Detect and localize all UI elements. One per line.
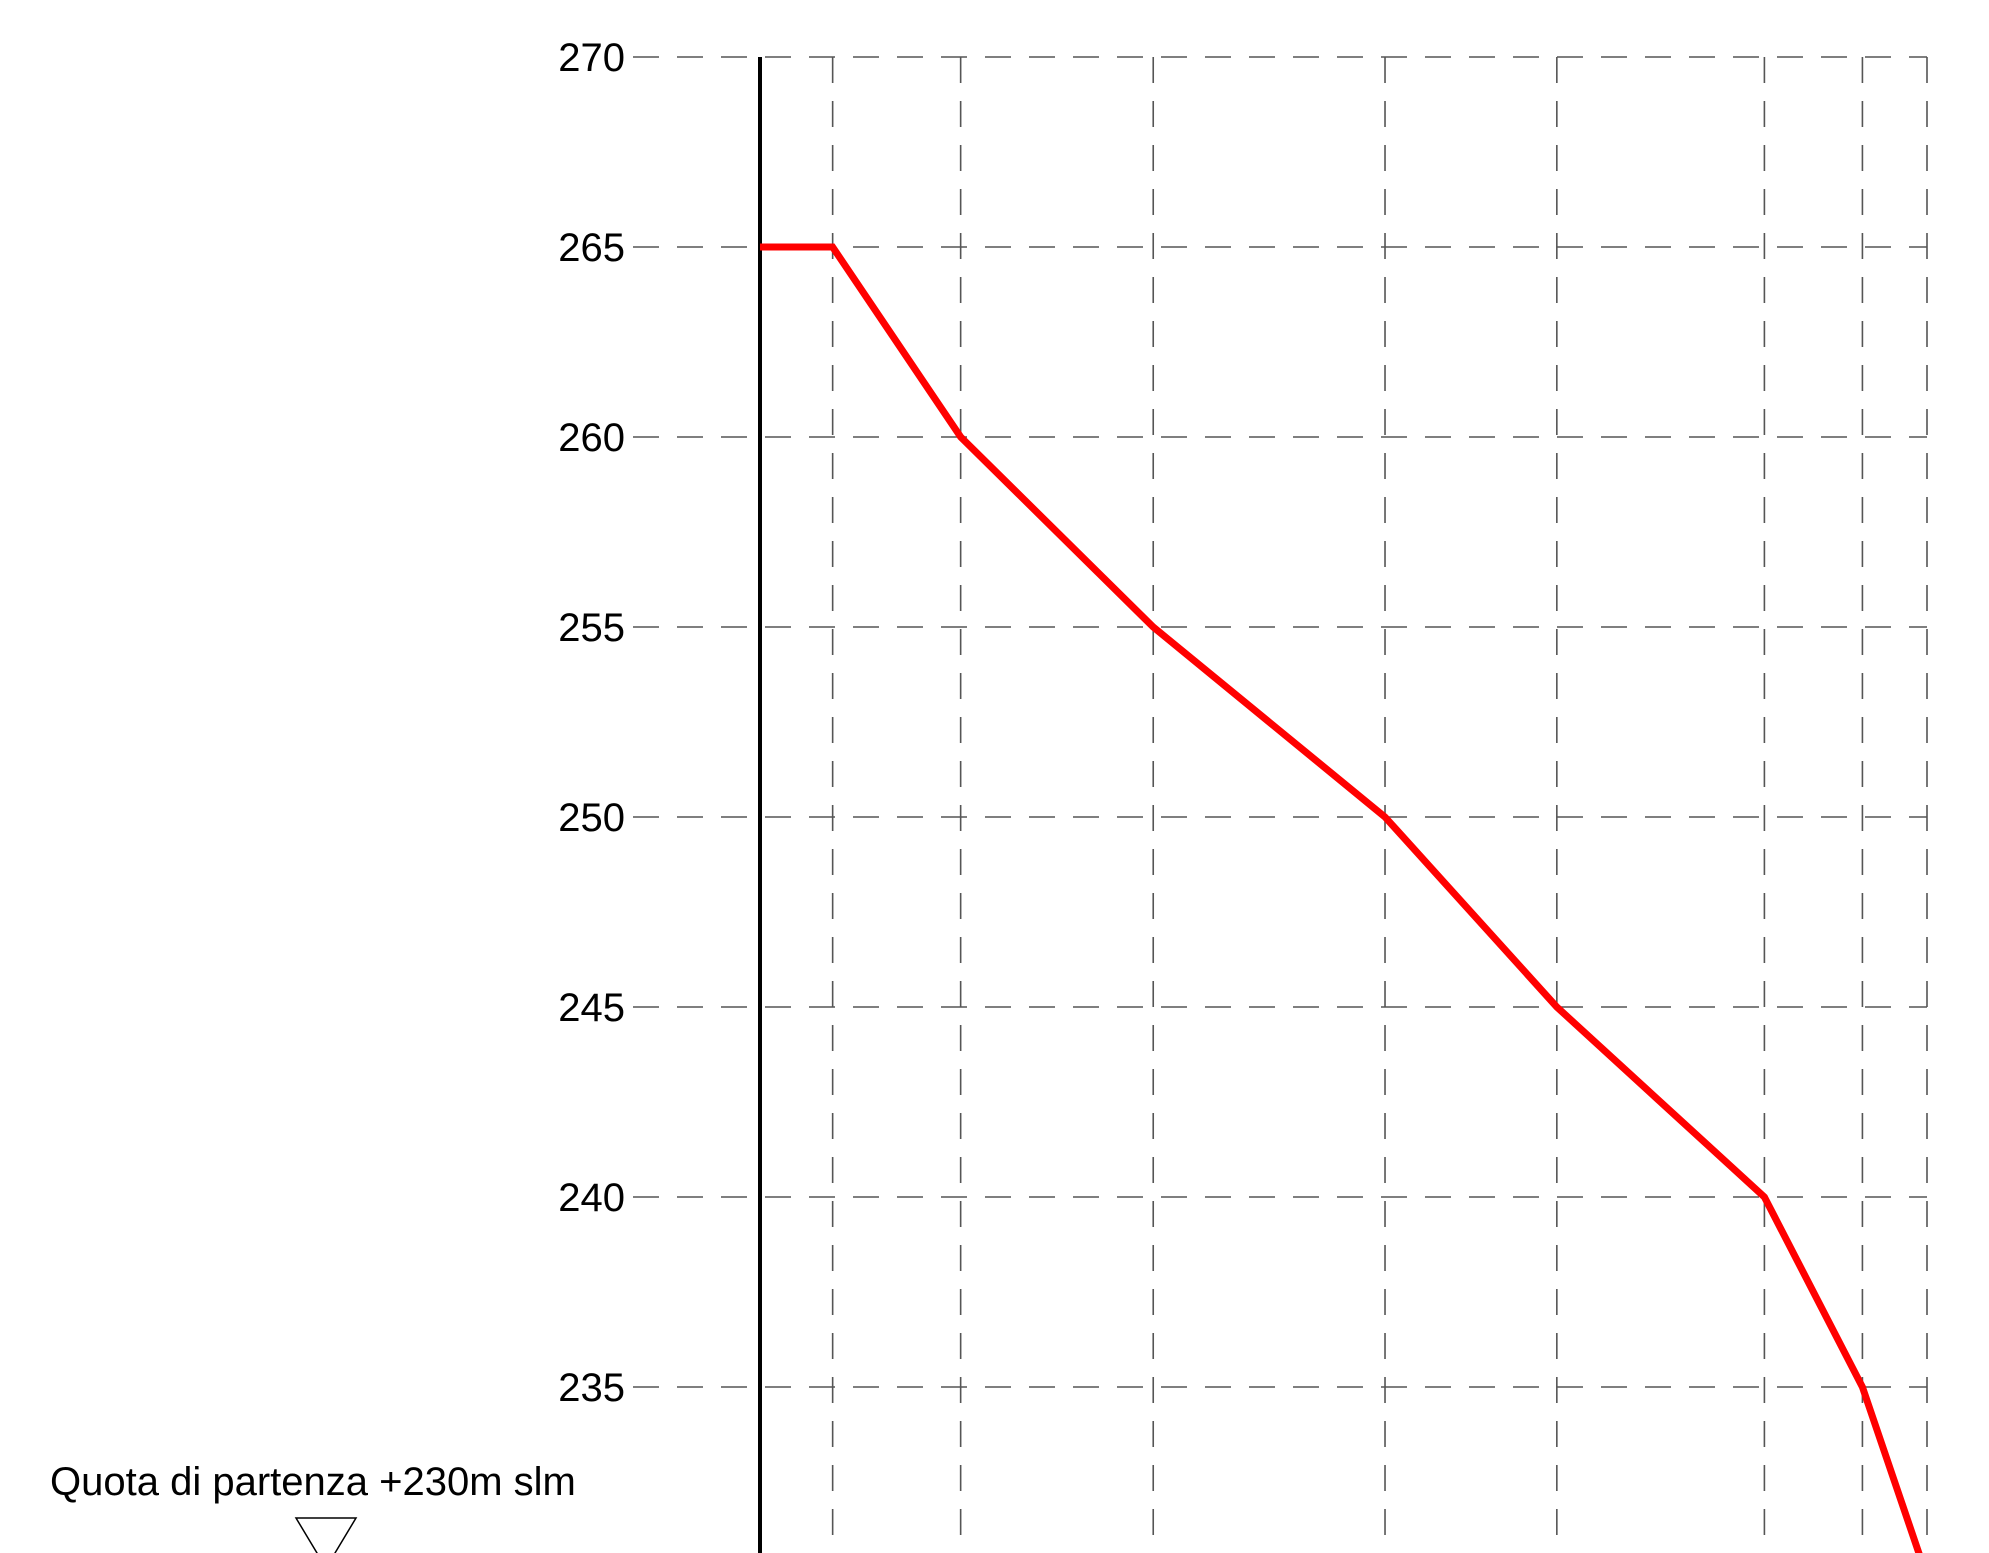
series-group bbox=[759, 243, 1923, 1553]
y-tick-label: 270 bbox=[558, 36, 625, 80]
vertical-gridlines bbox=[831, 57, 1928, 1553]
triangle-down-icon bbox=[294, 1517, 358, 1553]
start-elevation-label: Quota di partenza +230m slm bbox=[50, 1460, 576, 1504]
y-tick-label: 245 bbox=[558, 986, 625, 1030]
y-axis-tick-labels: 270 265 260 255 250 245 240 235 bbox=[558, 36, 625, 1410]
y-tick-label: 250 bbox=[558, 796, 625, 840]
elevation-series-line bbox=[760, 243, 1923, 1553]
y-tick-label: 265 bbox=[558, 226, 625, 270]
y-tick-label: 255 bbox=[558, 606, 625, 650]
start-elevation-annotation: Quota di partenza +230m slm bbox=[50, 1460, 576, 1553]
horizontal-gridlines bbox=[633, 56, 1927, 1388]
y-tick-label: 235 bbox=[558, 1366, 625, 1410]
y-tick-label: 260 bbox=[558, 416, 625, 460]
y-tick-label: 240 bbox=[558, 1176, 625, 1220]
